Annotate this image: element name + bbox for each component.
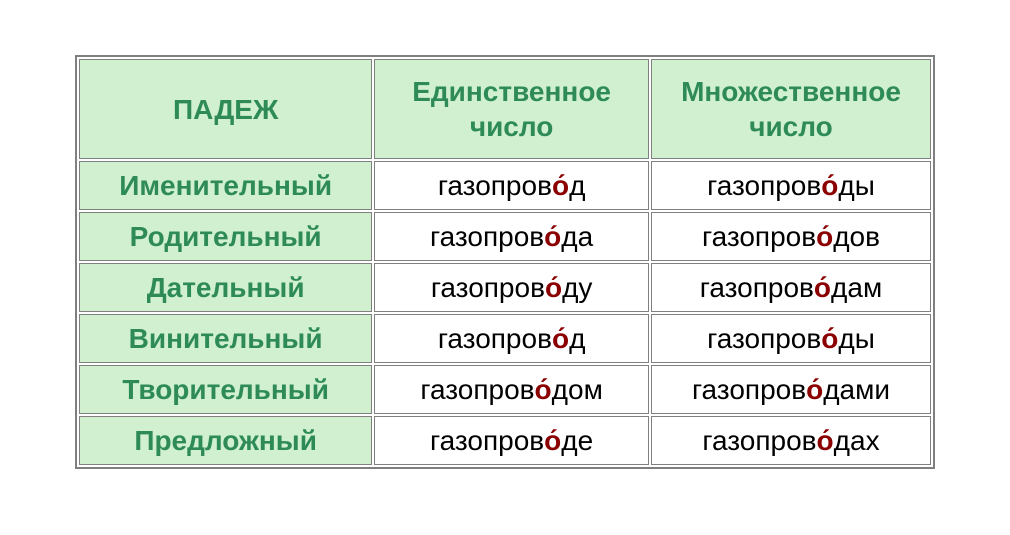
stressed-vowel: о́ [816, 221, 833, 252]
case-name: Творительный [79, 365, 372, 414]
stressed-vowel: о́ [535, 374, 552, 405]
word-pre: газопров [707, 170, 821, 201]
stressed-vowel: о́ [821, 170, 838, 201]
word-plural: газопрово́ды [651, 161, 931, 210]
word-post: да [561, 221, 593, 252]
stressed-vowel: о́ [552, 323, 569, 354]
stressed-vowel: о́ [544, 221, 561, 252]
word-pre: газопров [430, 425, 544, 456]
table-row: Именительныйгазопрово́дгазопрово́ды [79, 161, 931, 210]
word-plural: газопрово́дах [651, 416, 931, 465]
stressed-vowel: о́ [814, 272, 831, 303]
case-name: Родительный [79, 212, 372, 261]
case-name: Именительный [79, 161, 372, 210]
word-singular: газопрово́ду [374, 263, 649, 312]
table-row: Дательныйгазопрово́дугазопрово́дам [79, 263, 931, 312]
stressed-vowel: о́ [544, 425, 561, 456]
word-singular: газопрово́де [374, 416, 649, 465]
stressed-vowel: о́ [545, 272, 562, 303]
word-post: ду [562, 272, 592, 303]
declension-table: ПАДЕЖ Единственное число Множественное ч… [75, 55, 935, 469]
table-body: Именительныйгазопрово́дгазопрово́дыРодит… [79, 161, 931, 465]
word-post: дах [834, 425, 880, 456]
table-row: Творительныйгазопрово́домгазопрово́дами [79, 365, 931, 414]
word-post: д [569, 170, 585, 201]
stressed-vowel: о́ [821, 323, 838, 354]
word-pre: газопров [692, 374, 806, 405]
word-pre: газопров [438, 170, 552, 201]
word-post: ды [838, 323, 874, 354]
case-name: Предложный [79, 416, 372, 465]
word-post: дами [823, 374, 890, 405]
word-pre: газопров [702, 221, 816, 252]
word-pre: газопров [420, 374, 534, 405]
word-pre: газопров [431, 272, 545, 303]
word-singular: газопрово́д [374, 314, 649, 363]
word-post: ды [838, 170, 874, 201]
word-pre: газопров [700, 272, 814, 303]
word-post: дам [831, 272, 882, 303]
stressed-vowel: о́ [817, 425, 834, 456]
word-pre: газопров [707, 323, 821, 354]
table-row: Родительныйгазопрово́дагазопрово́дов [79, 212, 931, 261]
table-row: Винительныйгазопрово́дгазопрово́ды [79, 314, 931, 363]
stressed-vowel: о́ [552, 170, 569, 201]
header-row: ПАДЕЖ Единственное число Множественное ч… [79, 59, 931, 159]
word-singular: газопрово́д [374, 161, 649, 210]
word-plural: газопрово́дов [651, 212, 931, 261]
word-post: де [561, 425, 593, 456]
word-post: дов [833, 221, 880, 252]
word-singular: газопрово́да [374, 212, 649, 261]
header-case: ПАДЕЖ [79, 59, 372, 159]
word-plural: газопрово́дам [651, 263, 931, 312]
word-post: д [569, 323, 585, 354]
word-pre: газопров [702, 425, 816, 456]
word-plural: газопрово́ды [651, 314, 931, 363]
header-plural: Множественное число [651, 59, 931, 159]
stressed-vowel: о́ [806, 374, 823, 405]
case-name: Винительный [79, 314, 372, 363]
word-pre: газопров [430, 221, 544, 252]
word-singular: газопрово́дом [374, 365, 649, 414]
table-row: Предложныйгазопрово́дегазопрово́дах [79, 416, 931, 465]
word-plural: газопрово́дами [651, 365, 931, 414]
case-name: Дательный [79, 263, 372, 312]
header-singular: Единственное число [374, 59, 649, 159]
word-pre: газопров [438, 323, 552, 354]
word-post: дом [552, 374, 603, 405]
